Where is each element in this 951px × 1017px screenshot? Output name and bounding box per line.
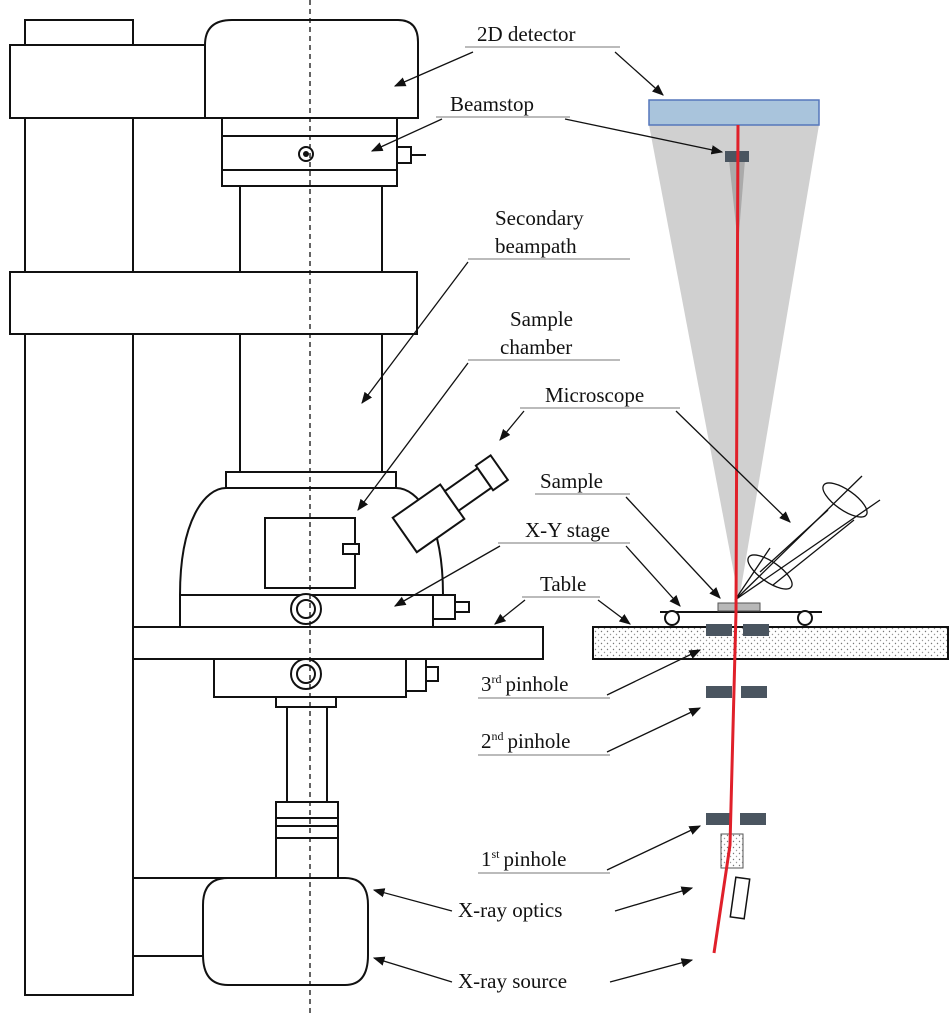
- instrument-frame: [9, 19, 418, 996]
- top-arm: [9, 44, 226, 119]
- beampath-tube-upper: [239, 185, 383, 273]
- detector-housing: [204, 19, 419, 119]
- label-pinhole-2: 2nd pinhole: [481, 729, 571, 753]
- sample: [717, 602, 761, 612]
- beampath-tube-lower: [239, 333, 383, 473]
- label-secondary: Secondary: [495, 206, 584, 230]
- support-column: [24, 19, 134, 996]
- label-sample-chamber-2: chamber: [500, 335, 572, 359]
- microscope-lens-2: [822, 482, 868, 518]
- label-beampath: beampath: [495, 234, 577, 258]
- label-sample: Sample: [540, 469, 603, 493]
- label-table: Table: [540, 572, 586, 596]
- leader-arrows: [357, 51, 791, 983]
- label-microscope: Microscope: [545, 383, 644, 407]
- pinhole-1-left: [706, 813, 732, 825]
- chamber-flange: [225, 471, 397, 489]
- table-left: [132, 626, 544, 660]
- label-pinhole-1: 1st pinhole: [481, 847, 567, 871]
- microscope-lens-1: [747, 554, 793, 590]
- label-beamstop: Beamstop: [450, 92, 534, 116]
- label-xray-source: X-ray source: [458, 969, 567, 993]
- beamstop-screw: [396, 146, 412, 164]
- label-2d-detector: 2D detector: [477, 22, 576, 46]
- chamber-microscope: [391, 453, 510, 554]
- optics-tube: [286, 706, 328, 803]
- pinhole-3-left: [706, 624, 732, 636]
- xray-source-housing: [202, 877, 369, 986]
- middle-arm: [9, 271, 418, 335]
- label-xy-stage: X-Y stage: [525, 518, 610, 542]
- label-pinhole-3: 3rd pinhole: [481, 672, 569, 696]
- pinhole-2-right: [741, 686, 767, 698]
- xray-optics-element: [720, 833, 744, 869]
- label-xray-optics: X-ray optics: [458, 898, 562, 922]
- pinhole-3-right: [743, 624, 769, 636]
- xray-beam: [712, 124, 740, 954]
- scatter-cone: [649, 125, 819, 600]
- xray-mirror: [729, 876, 751, 920]
- pinhole-1-right: [740, 813, 766, 825]
- 2d-detector: [648, 99, 820, 126]
- table-right: [592, 626, 949, 660]
- label-sample-chamber-1: Sample: [510, 307, 573, 331]
- pinhole-2-left: [706, 686, 732, 698]
